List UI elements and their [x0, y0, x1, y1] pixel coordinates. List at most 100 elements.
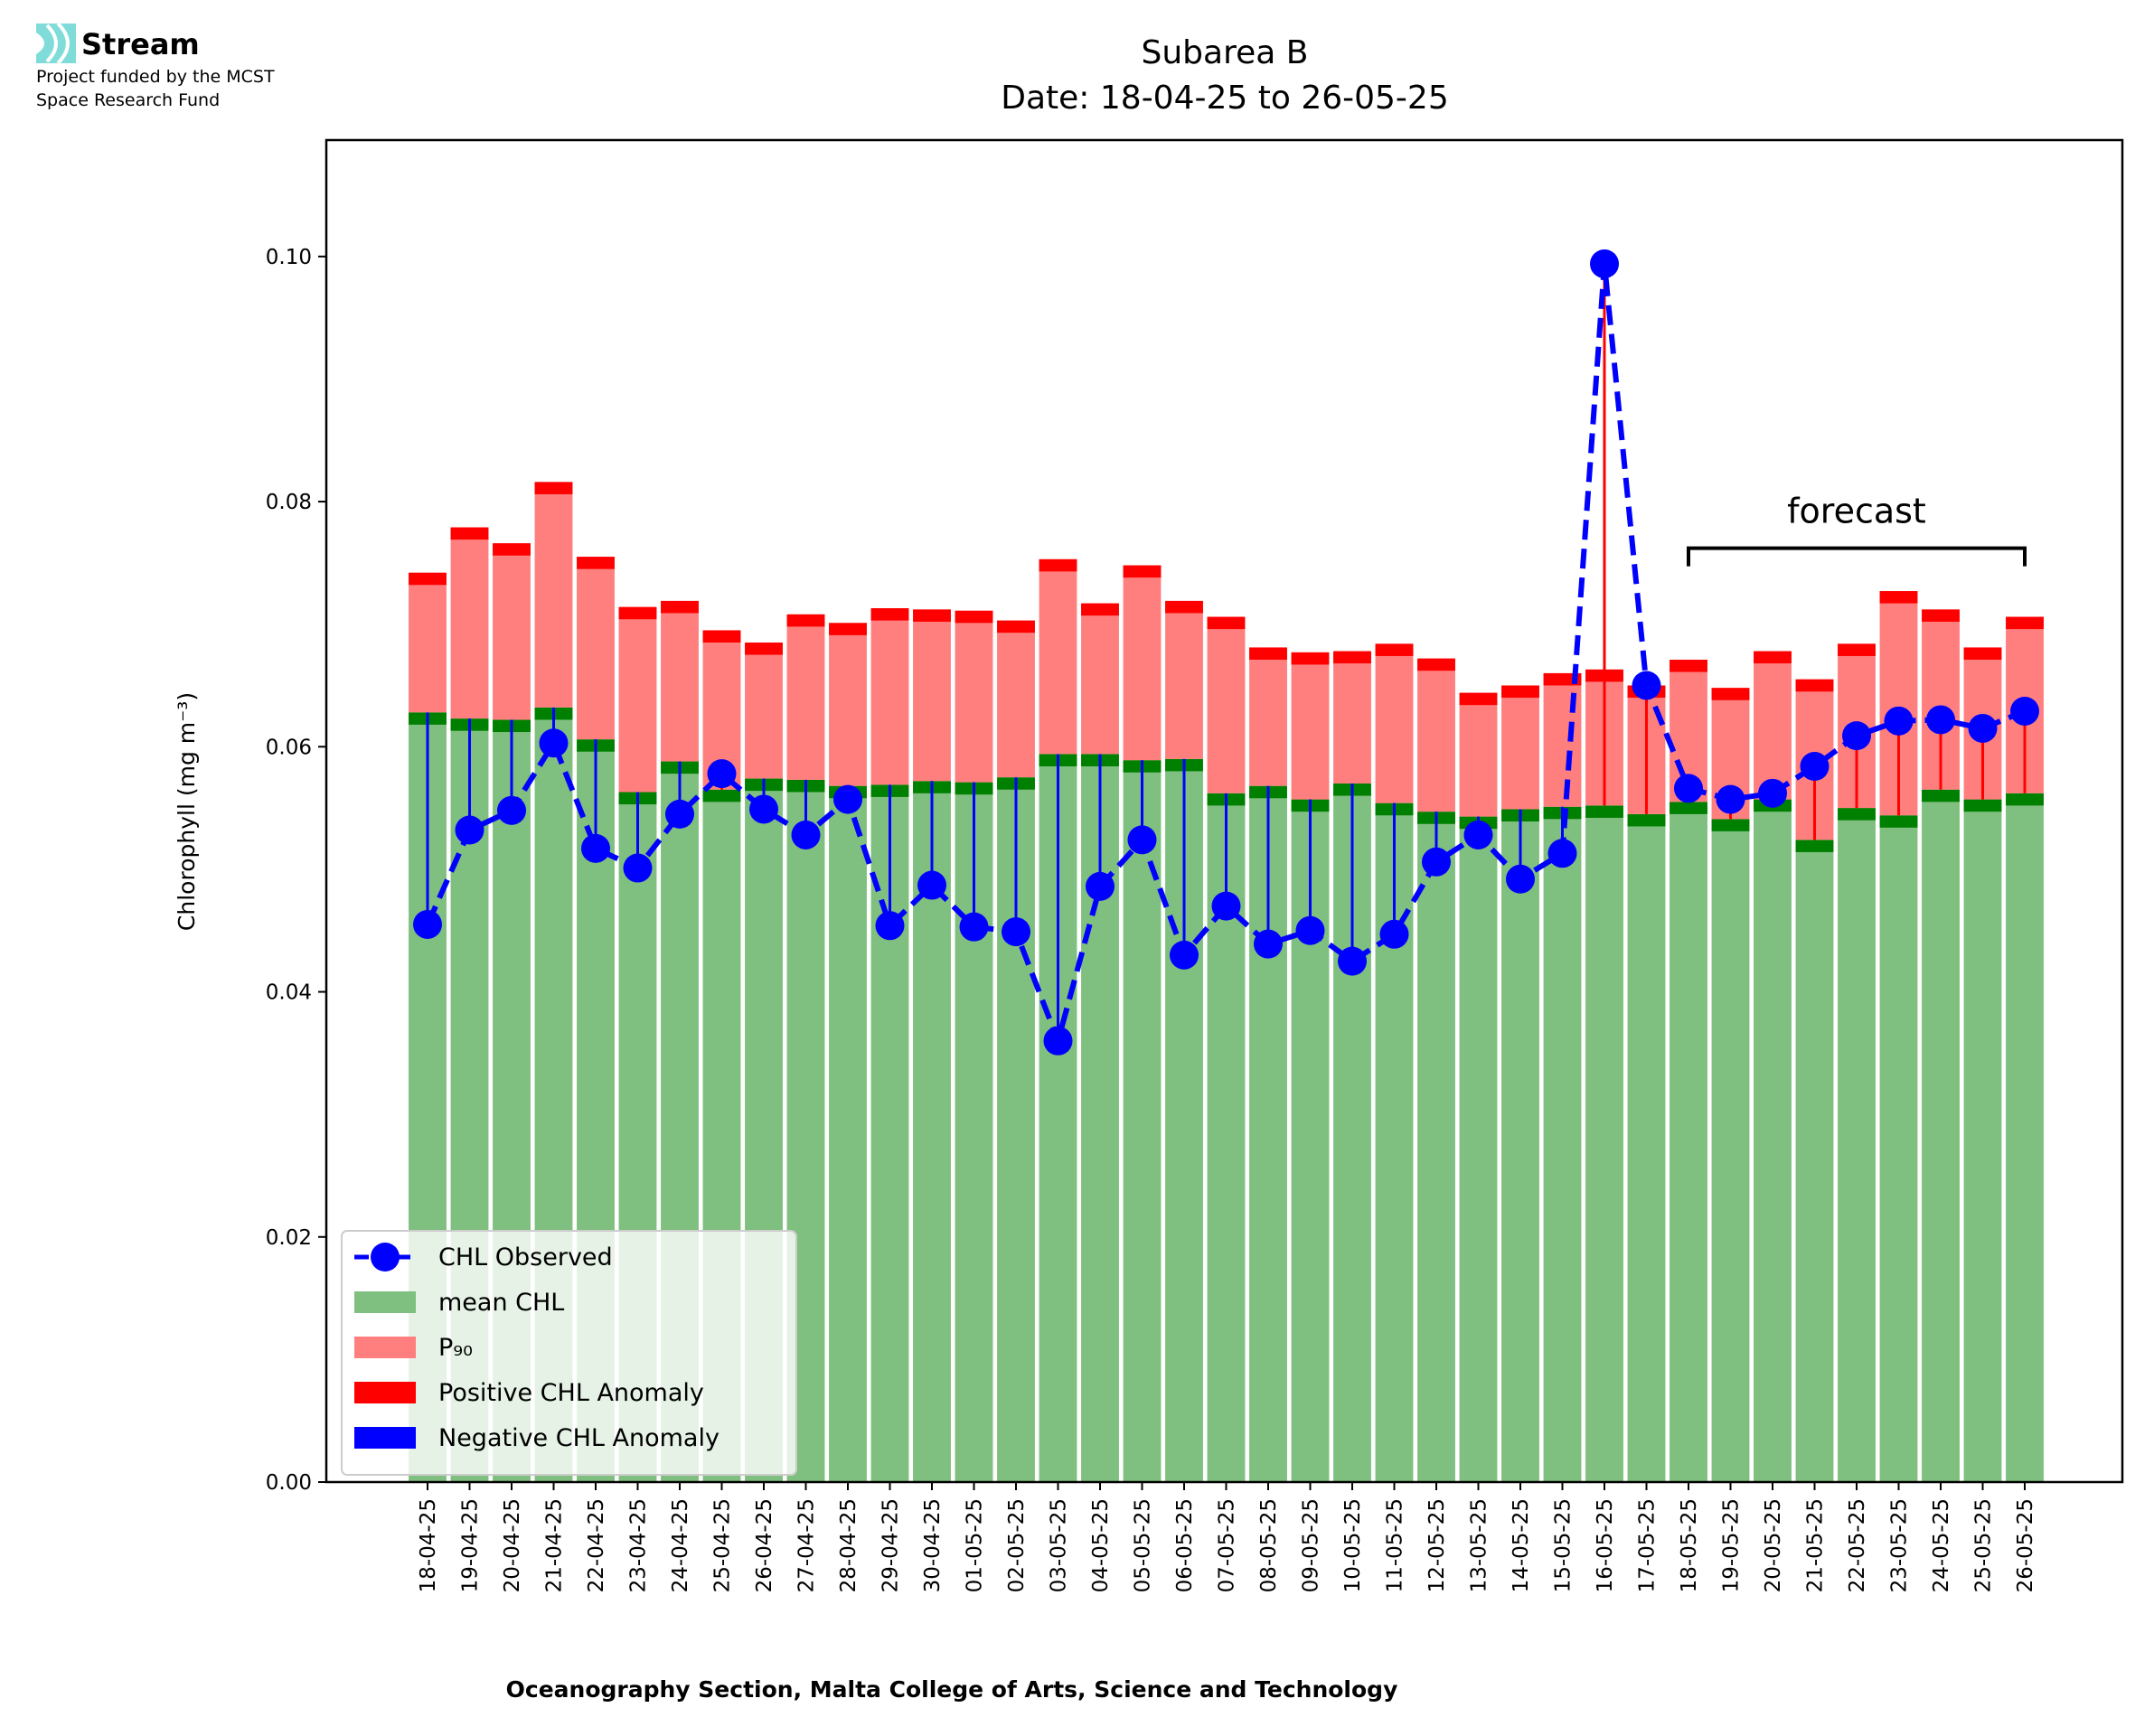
x-tick-label: 16-05-25 — [1594, 1498, 1617, 1592]
y-tick-label: 0.06 — [266, 736, 312, 759]
p90-marker — [450, 527, 489, 540]
mean-marker — [1838, 808, 1876, 821]
mean-bar — [1838, 808, 1876, 1482]
p90-bar — [577, 557, 615, 740]
x-tick-label: 25-04-25 — [711, 1498, 735, 1592]
mean-marker — [1922, 789, 1960, 802]
x-tick-label: 25-05-25 — [1972, 1498, 1996, 1592]
observed-point — [581, 833, 610, 863]
observed-point — [1422, 847, 1451, 877]
p90-marker — [1711, 688, 1750, 700]
p90-marker — [534, 482, 573, 494]
observed-point — [959, 912, 989, 942]
p90-bar — [1165, 600, 1203, 759]
y-tick-label: 0.00 — [266, 1471, 312, 1495]
y-tick-label: 0.08 — [266, 491, 312, 514]
mean-bar — [1963, 799, 2002, 1482]
p90-marker — [786, 614, 825, 627]
x-tick-label: 13-05-25 — [1468, 1498, 1491, 1592]
p90-marker — [1963, 647, 2002, 661]
chart-title: Subarea B — [1142, 34, 1309, 71]
x-tick-label: 29-04-25 — [879, 1498, 903, 1592]
p90-marker — [1375, 643, 1414, 656]
mean-bar — [1711, 819, 1750, 1482]
observed-point — [1295, 915, 1325, 945]
chart-subtitle: Date: 18-04-25 to 26-05-25 — [1001, 80, 1448, 117]
observed-point — [1043, 1026, 1073, 1056]
observed-point — [749, 794, 778, 824]
mean-marker — [1711, 819, 1750, 831]
x-tick-label: 07-05-25 — [1216, 1498, 1239, 1592]
mean-bar — [1670, 802, 1707, 1482]
observed-point — [1926, 705, 1955, 735]
p90-marker — [1754, 651, 1792, 664]
p90-marker — [829, 623, 867, 635]
observed-point — [1170, 940, 1199, 970]
observed-point — [875, 911, 905, 941]
y-tick-label: 0.02 — [266, 1226, 312, 1250]
observed-point — [539, 728, 569, 758]
mean-marker — [2006, 793, 2044, 806]
x-tick-label: 08-05-25 — [1257, 1498, 1281, 1592]
x-tick-label: 17-05-25 — [1636, 1498, 1660, 1592]
observed-point — [497, 795, 526, 825]
stream-logo-icon — [36, 22, 76, 65]
p90-marker — [493, 543, 531, 556]
p90-marker — [409, 572, 447, 586]
legend-entry-label: CHL Observed — [438, 1243, 613, 1272]
observed-point — [1127, 825, 1157, 855]
x-tick-label: 21-05-25 — [1804, 1498, 1828, 1592]
y-tick-label: 0.10 — [266, 246, 312, 269]
observed-point — [623, 853, 653, 883]
legend-entry-label: mean CHL — [438, 1289, 564, 1317]
p90-bar — [955, 610, 993, 783]
p90-marker — [1417, 658, 1455, 671]
p90-bar — [745, 643, 783, 779]
x-tick-label: 10-05-25 — [1341, 1498, 1365, 1592]
p90-bar — [1375, 643, 1414, 803]
p90-bar — [913, 609, 951, 782]
x-tick-label: 24-04-25 — [669, 1498, 692, 1592]
p90-marker — [955, 610, 993, 624]
legend-entry-label: P₉₀ — [438, 1334, 473, 1362]
p90-marker — [1249, 647, 1287, 661]
p90-bar — [1459, 692, 1498, 817]
observed-point — [1547, 839, 1577, 868]
p90-bar — [1123, 565, 1162, 761]
legend-entry-label: Negative CHL Anomaly — [438, 1424, 720, 1452]
observed-point — [1211, 891, 1241, 921]
mean-bar — [1585, 805, 1623, 1482]
mean-marker — [1585, 805, 1623, 818]
p90-bar — [534, 482, 573, 708]
observed-point — [791, 820, 821, 849]
forecast-bracket — [1687, 546, 2027, 567]
p90-marker — [1165, 600, 1203, 614]
observed-point — [707, 759, 737, 789]
x-tick-label: 14-05-25 — [1510, 1498, 1533, 1592]
p90-bar — [1039, 558, 1077, 755]
mean-bar — [1501, 809, 1539, 1482]
p90-bar — [1754, 651, 1792, 800]
p90-marker — [1081, 603, 1119, 616]
mean-marker — [1795, 840, 1834, 852]
p90-marker — [1123, 565, 1162, 578]
p90-marker — [661, 600, 699, 614]
observed-point — [1884, 706, 1914, 736]
observed-point — [1379, 919, 1409, 949]
x-tick-label: 15-05-25 — [1552, 1498, 1576, 1592]
legend-marker-swatch — [371, 1243, 400, 1272]
legend-patch-swatch — [354, 1382, 416, 1403]
x-tick-label: 18-05-25 — [1678, 1498, 1701, 1592]
p90-marker — [618, 606, 657, 620]
p90-bar — [1207, 616, 1246, 793]
x-tick-label: 12-05-25 — [1425, 1498, 1449, 1592]
observed-point — [1716, 784, 1745, 814]
p90-marker — [1459, 692, 1498, 706]
x-tick-label: 11-05-25 — [1384, 1498, 1407, 1592]
logo-text: Stream — [81, 27, 200, 61]
mean-bar — [1795, 840, 1834, 1482]
x-tick-label: 30-04-25 — [921, 1498, 945, 1592]
observed-point — [1842, 721, 1871, 751]
mean-bar — [1879, 815, 1918, 1482]
